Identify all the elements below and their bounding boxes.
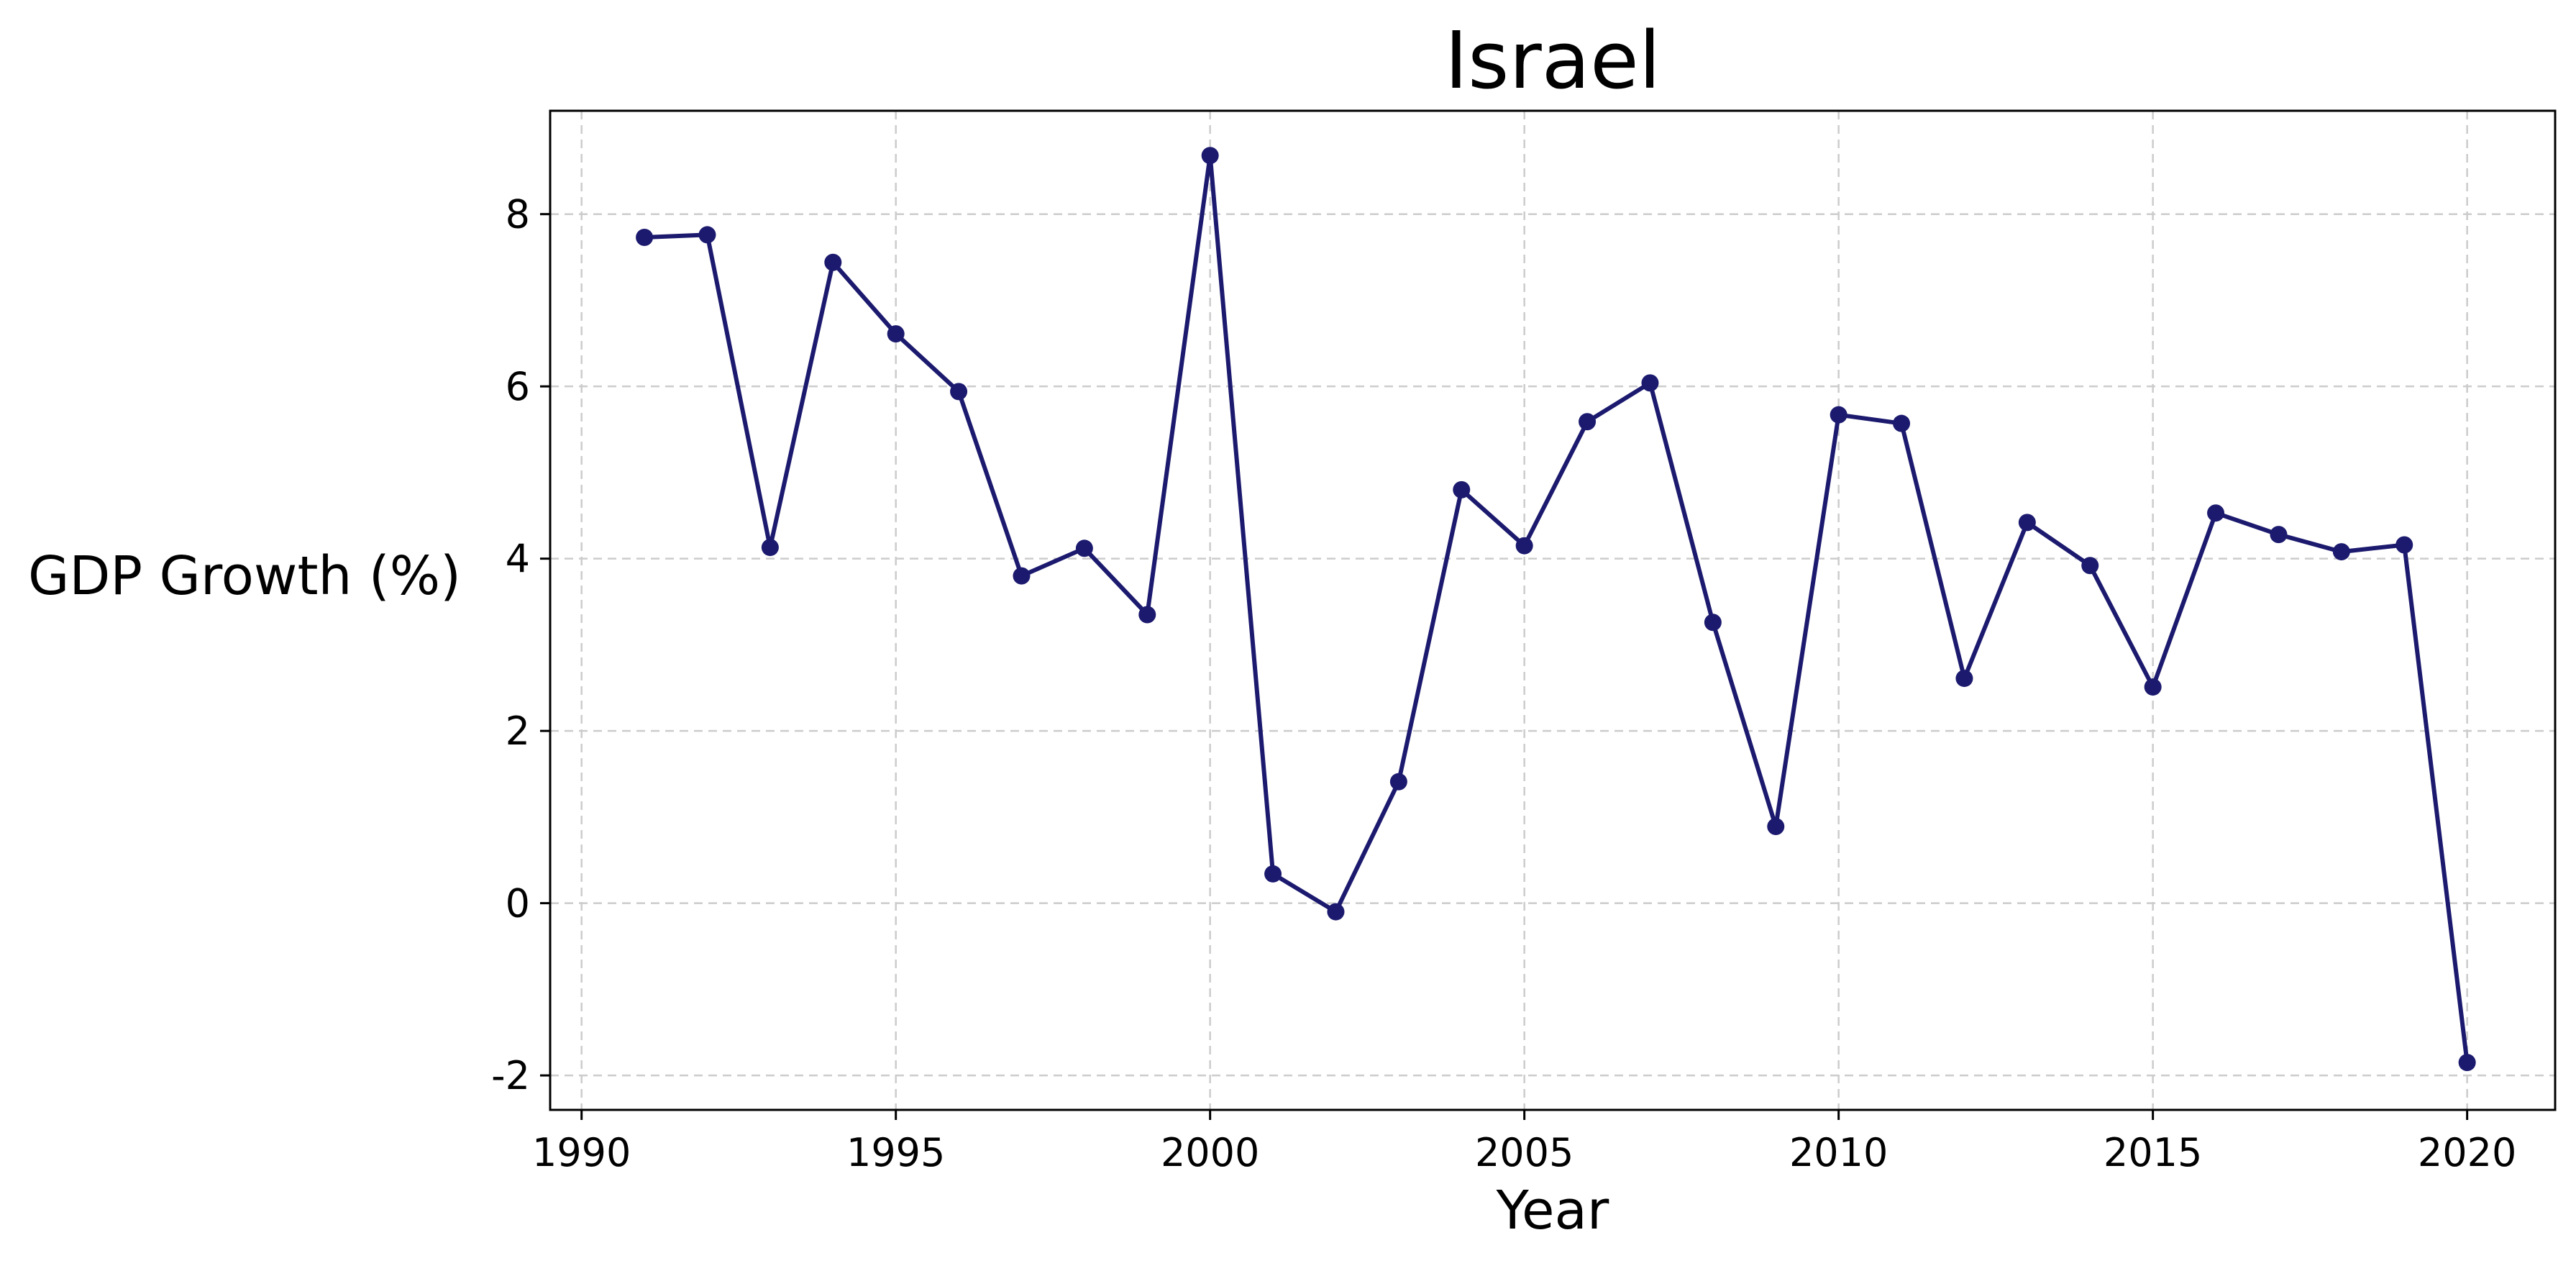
data-point — [887, 325, 905, 343]
y-tick-label: 2 — [506, 709, 530, 754]
data-point — [1327, 903, 1345, 921]
series-line — [644, 153, 2470, 1063]
data-point — [2207, 504, 2225, 522]
data-point — [1138, 606, 1156, 624]
plot-frame — [549, 109, 2557, 1111]
data-point — [2018, 514, 2036, 532]
data-point — [1389, 773, 1407, 791]
x-tick-label: 1995 — [846, 1130, 945, 1175]
y-axis-label: GDP Growth (%) — [28, 545, 461, 607]
x-tick-label: 2020 — [2418, 1130, 2516, 1175]
data-point — [2270, 526, 2288, 544]
x-tick-label: 2000 — [1161, 1130, 1259, 1175]
data-point — [2458, 1054, 2476, 1072]
data-point — [1201, 147, 1219, 165]
y-tick-label: 0 — [506, 881, 530, 926]
data-point — [698, 226, 716, 244]
y-tick-label: 6 — [506, 364, 530, 409]
data-point — [824, 253, 842, 271]
data-point — [636, 229, 654, 247]
data-point — [1579, 413, 1597, 431]
data-point — [1264, 865, 1282, 883]
data-point — [1704, 614, 1722, 632]
grid-lines — [550, 111, 2555, 1110]
y-tick-label: 4 — [506, 537, 530, 582]
data-point — [2395, 536, 2413, 554]
x-tick-label: 2015 — [2104, 1130, 2202, 1175]
data-point — [2144, 678, 2162, 696]
data-point — [1641, 374, 1659, 392]
data-point — [1830, 406, 1847, 424]
data-point — [1453, 480, 1471, 498]
data-point — [1013, 567, 1031, 585]
x-tick-label: 2005 — [1475, 1130, 1574, 1175]
data-point — [2332, 543, 2350, 561]
x-tick-label: 2010 — [1789, 1130, 1888, 1175]
x-tick-label: 1990 — [532, 1130, 631, 1175]
data-point — [1955, 670, 1973, 688]
y-tick-label: -2 — [491, 1053, 530, 1098]
data-point — [1893, 414, 1911, 432]
y-tick-label: 8 — [506, 192, 530, 237]
ticks: 1990 1995 2000 2005 2010 2015 2020 -2 0 2 4 6 8 — [491, 192, 2516, 1175]
series-layer — [636, 147, 2476, 1072]
data-point — [950, 383, 968, 401]
data-point — [1515, 537, 1533, 555]
data-point — [2081, 557, 2099, 575]
x-axis-label: Year — [1496, 1180, 1609, 1242]
data-point — [1075, 539, 1093, 557]
chart-title: Israel — [1445, 14, 1661, 106]
data-point — [1767, 818, 1785, 836]
data-point — [761, 539, 779, 557]
